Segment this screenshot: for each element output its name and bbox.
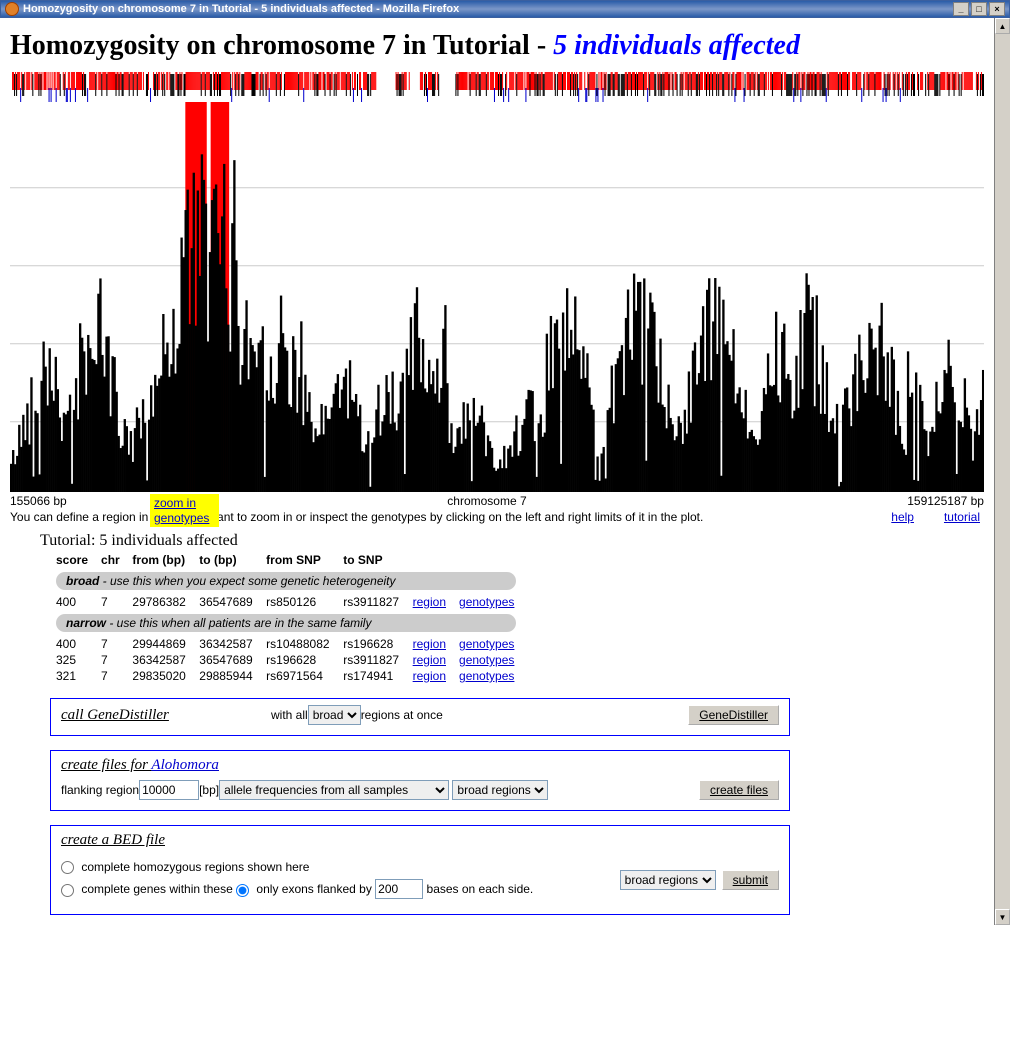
bed-complete-regions-radio[interactable] bbox=[61, 861, 74, 874]
snp-barcode-chart[interactable] bbox=[10, 68, 984, 102]
genedistiller-button[interactable]: GeneDistiller bbox=[688, 705, 779, 725]
firefox-icon bbox=[5, 2, 19, 16]
table-header: from (bp) bbox=[126, 552, 193, 568]
genotypes-link[interactable]: genotypes bbox=[154, 511, 209, 525]
genedistiller-title: call GeneDistiller bbox=[61, 707, 271, 724]
region-link[interactable]: region bbox=[413, 637, 446, 651]
table-row: 32172983502029885944rs6971564rs174941reg… bbox=[50, 668, 522, 684]
window-title: Homozygosity on chromosome 7 in Tutorial… bbox=[23, 3, 953, 15]
genotypes-link[interactable]: genotypes bbox=[459, 653, 514, 667]
zoom-in-link[interactable]: zoom in bbox=[154, 496, 209, 510]
bed-region-select[interactable]: broad regions bbox=[620, 870, 716, 890]
gd-region-select[interactable]: broad bbox=[308, 705, 361, 725]
alohomora-link[interactable]: Alohomora bbox=[151, 757, 219, 773]
alohomora-title-pre: create files for bbox=[61, 757, 151, 773]
table-row: 40072978638236547689rs850126rs3911827reg… bbox=[50, 594, 522, 610]
region-link[interactable]: region bbox=[413, 669, 446, 683]
alohomora-panel: create files for Alohomora flanking regi… bbox=[50, 750, 790, 811]
genotypes-link[interactable]: genotypes bbox=[459, 669, 514, 683]
bed-submit-button[interactable]: submit bbox=[722, 870, 779, 890]
tutorial-link[interactable]: tutorial bbox=[944, 510, 980, 524]
bed-title: create a BED file bbox=[61, 832, 779, 849]
bed-opt1-label: complete homozygous regions shown here bbox=[78, 860, 309, 874]
region-link[interactable]: region bbox=[413, 595, 446, 609]
window-minimize-button[interactable]: _ bbox=[953, 2, 969, 16]
bed-opt2-label: complete genes within these bbox=[78, 882, 236, 896]
alohomora-region-select[interactable]: broad regions bbox=[452, 780, 548, 800]
scroll-up-button[interactable]: ▲ bbox=[995, 18, 1010, 34]
window-titlebar: Homozygosity on chromosome 7 in Tutorial… bbox=[0, 0, 1010, 18]
table-header: from SNP bbox=[260, 552, 337, 568]
table-header: chr bbox=[95, 552, 126, 568]
table-group-header: broad - use this when you expect some ge… bbox=[56, 572, 516, 590]
axis-left-bp: 155066 bp bbox=[10, 494, 67, 508]
flanking-region-label: flanking region bbox=[61, 783, 139, 797]
region-link[interactable]: region bbox=[413, 653, 446, 667]
table-row: 32573634258736547689rs196628rs3911827reg… bbox=[50, 652, 522, 668]
table-header: score bbox=[50, 552, 95, 568]
axis-chromosome: chromosome 7 bbox=[447, 494, 526, 508]
gd-label-post: regions at once bbox=[361, 708, 443, 722]
context-menu: zoom in genotypes bbox=[150, 494, 219, 527]
flanking-region-input[interactable] bbox=[139, 780, 199, 800]
bed-only-exons-radio[interactable] bbox=[236, 884, 249, 897]
table-header: to (bp) bbox=[193, 552, 260, 568]
table-row: 40072994486936342587rs10488082rs196628re… bbox=[50, 636, 522, 652]
chart-instruction-text: You can define a region in which you wan… bbox=[10, 510, 703, 524]
create-files-button[interactable]: create files bbox=[699, 780, 779, 800]
section-title: Tutorial: 5 individuals affected bbox=[40, 532, 984, 550]
window-maximize-button[interactable]: □ bbox=[971, 2, 987, 16]
window-close-button[interactable]: × bbox=[989, 2, 1005, 16]
gd-label-pre: with all bbox=[271, 708, 308, 722]
axis-right-bp: 159125187 bp bbox=[907, 494, 984, 508]
bed-flank-input[interactable] bbox=[375, 879, 423, 899]
vertical-scrollbar[interactable]: ▲ ▼ bbox=[994, 18, 1010, 925]
regions-table: scorechrfrom (bp)to (bp)from SNPto SNP b… bbox=[50, 552, 522, 684]
bed-file-panel: create a BED file complete homozygous re… bbox=[50, 825, 790, 915]
table-header: to SNP bbox=[337, 552, 406, 568]
genotypes-link[interactable]: genotypes bbox=[459, 595, 514, 609]
bp-label: [bp] bbox=[199, 783, 219, 797]
allele-freq-select[interactable]: allele frequencies from all samples bbox=[219, 780, 449, 800]
table-group-header: narrow - use this when all patients are … bbox=[56, 614, 516, 632]
scroll-track[interactable] bbox=[995, 34, 1010, 909]
homozygosity-histogram[interactable] bbox=[10, 102, 984, 492]
page-title: Homozygosity on chromosome 7 in Tutorial… bbox=[10, 30, 984, 62]
scroll-down-button[interactable]: ▼ bbox=[995, 909, 1010, 925]
bed-complete-genes-radio[interactable] bbox=[61, 884, 74, 897]
help-link[interactable]: help bbox=[891, 510, 914, 524]
genotypes-link[interactable]: genotypes bbox=[459, 637, 514, 651]
bed-opt3-label: only exons flanked by bbox=[253, 882, 375, 896]
bed-flank-post: bases on each side. bbox=[427, 882, 534, 896]
genedistiller-panel: call GeneDistiller with all broad region… bbox=[50, 698, 790, 736]
